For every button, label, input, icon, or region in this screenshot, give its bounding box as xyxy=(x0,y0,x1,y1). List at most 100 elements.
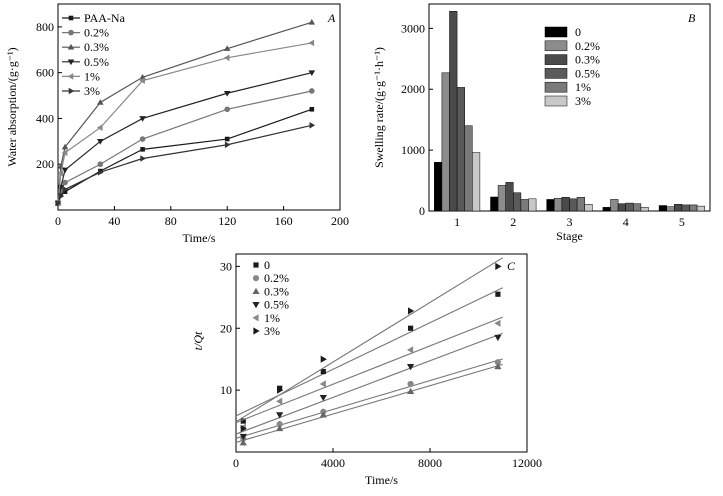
x-tick-label: 8000 xyxy=(418,456,442,470)
data-point xyxy=(62,179,68,186)
x-axis-label: Time/s xyxy=(183,231,216,245)
bar-0.2%-stage-4 xyxy=(610,199,619,212)
y-tick-label: 400 xyxy=(36,111,54,125)
data-point xyxy=(308,19,316,25)
data-point xyxy=(240,424,247,433)
data-point xyxy=(407,346,414,354)
panel-label: A xyxy=(327,11,336,25)
data-point xyxy=(57,170,64,177)
data-point xyxy=(408,325,414,331)
x-tick-label: 3 xyxy=(567,215,573,229)
panel-label: B xyxy=(688,11,696,25)
data-point xyxy=(61,149,68,157)
bar-0-stage-4 xyxy=(602,207,611,212)
x-axis-label: Stage xyxy=(556,229,583,243)
panel-label: C xyxy=(507,259,516,273)
data-point xyxy=(140,147,145,152)
x-tick-label: 80 xyxy=(165,214,177,228)
legend-label: 0 xyxy=(575,25,581,39)
legend-swatch xyxy=(544,95,568,107)
legend-label: 0.2% xyxy=(84,26,109,40)
bar-0.2%-stage-2 xyxy=(497,185,506,212)
legend-label: 1% xyxy=(575,80,591,94)
data-point xyxy=(223,90,231,97)
data-point xyxy=(139,77,145,84)
legend-marker xyxy=(67,43,75,50)
legend-label: 0.5% xyxy=(575,66,600,80)
panel-a-plot: 0 40 80 120 160 200200400600800Time/sAPAA-Na0… xyxy=(36,3,349,245)
x-tick-label: 12000 xyxy=(512,456,542,470)
data-point xyxy=(276,421,283,428)
y-tick-label: 600 xyxy=(36,66,54,80)
data-point xyxy=(407,364,415,371)
series-line-3% xyxy=(57,124,312,204)
bar-1%-stage-5 xyxy=(689,204,698,212)
legend-label: 3% xyxy=(575,94,591,108)
data-point xyxy=(223,54,230,62)
legend-label: 1% xyxy=(84,69,100,83)
data-point xyxy=(223,45,231,51)
data-point xyxy=(319,380,326,388)
legend-marker xyxy=(252,287,260,294)
legend-label: 0.2% xyxy=(575,39,600,53)
bar-0.2%-stage-3 xyxy=(554,197,563,212)
data-point xyxy=(239,439,247,446)
bar-0.2%-stage-5 xyxy=(666,206,675,212)
data-point xyxy=(139,136,146,142)
data-point xyxy=(98,168,104,176)
legend-label: 0.3% xyxy=(575,53,600,67)
data-point xyxy=(276,397,283,405)
x-tick-label: 120 xyxy=(218,214,236,228)
y-tick-label: 3000 xyxy=(401,21,425,35)
bar-0-stage-1 xyxy=(434,162,443,212)
y-axis-label: t/Qt xyxy=(191,331,205,350)
bar-3%-stage-3 xyxy=(584,204,593,212)
y-tick-label: 10 xyxy=(220,383,232,397)
data-point xyxy=(494,359,501,366)
data-point xyxy=(139,116,146,122)
x-axis-label: Time/s xyxy=(365,473,398,487)
bar-0.3%-stage-1 xyxy=(449,11,458,212)
legend-label: PAA-Na xyxy=(84,11,126,25)
data-point xyxy=(308,39,315,47)
bar-0-stage-5 xyxy=(658,205,667,212)
legend-label: 3% xyxy=(264,324,280,338)
data-point xyxy=(320,355,327,363)
y-axis-label: Swelling rate/(g·g⁻¹·h⁻¹) xyxy=(372,47,386,168)
data-point xyxy=(97,99,104,105)
data-point xyxy=(239,433,247,441)
data-point xyxy=(62,189,68,194)
legend-swatch xyxy=(544,40,568,52)
fit-line-1% xyxy=(235,316,503,424)
x-tick-label: 0 xyxy=(233,456,239,470)
bar-0.3%-stage-3 xyxy=(561,197,570,212)
x-tick-label: 200 xyxy=(331,214,349,228)
bar-1%-stage-2 xyxy=(520,199,529,212)
bar-0.5%-stage-3 xyxy=(569,198,578,212)
legend-marker xyxy=(68,15,74,21)
data-point xyxy=(308,70,316,76)
legend-label: 0 xyxy=(264,258,270,272)
legend-label: 0.3% xyxy=(264,284,289,298)
bar-0.3%-stage-5 xyxy=(674,204,683,212)
x-tick-label: 40 xyxy=(108,214,120,228)
fit-line-0.5% xyxy=(235,332,503,435)
x-tick-label: 4000 xyxy=(321,456,345,470)
bar-0-stage-3 xyxy=(546,199,555,212)
data-point xyxy=(309,88,315,94)
panel-c-plot: 0 4000 8000 12000102030Time/st/QtC00.2%0.3%… xyxy=(191,253,542,487)
y-tick-label: 20 xyxy=(220,321,232,335)
y-tick-label: 30 xyxy=(220,259,232,273)
x-tick-label: 0 xyxy=(55,214,61,228)
legend-swatch xyxy=(544,81,568,93)
fit-line-0.2% xyxy=(235,358,503,439)
legend-swatch xyxy=(544,54,568,65)
data-point xyxy=(309,122,316,129)
bar-0.2%-stage-1 xyxy=(441,72,450,212)
bar-0.5%-stage-1 xyxy=(456,87,465,212)
legend-marker xyxy=(68,29,74,36)
series-line-PAA-Na xyxy=(57,108,312,204)
bar-0-stage-2 xyxy=(490,196,499,212)
data-point xyxy=(58,192,65,200)
